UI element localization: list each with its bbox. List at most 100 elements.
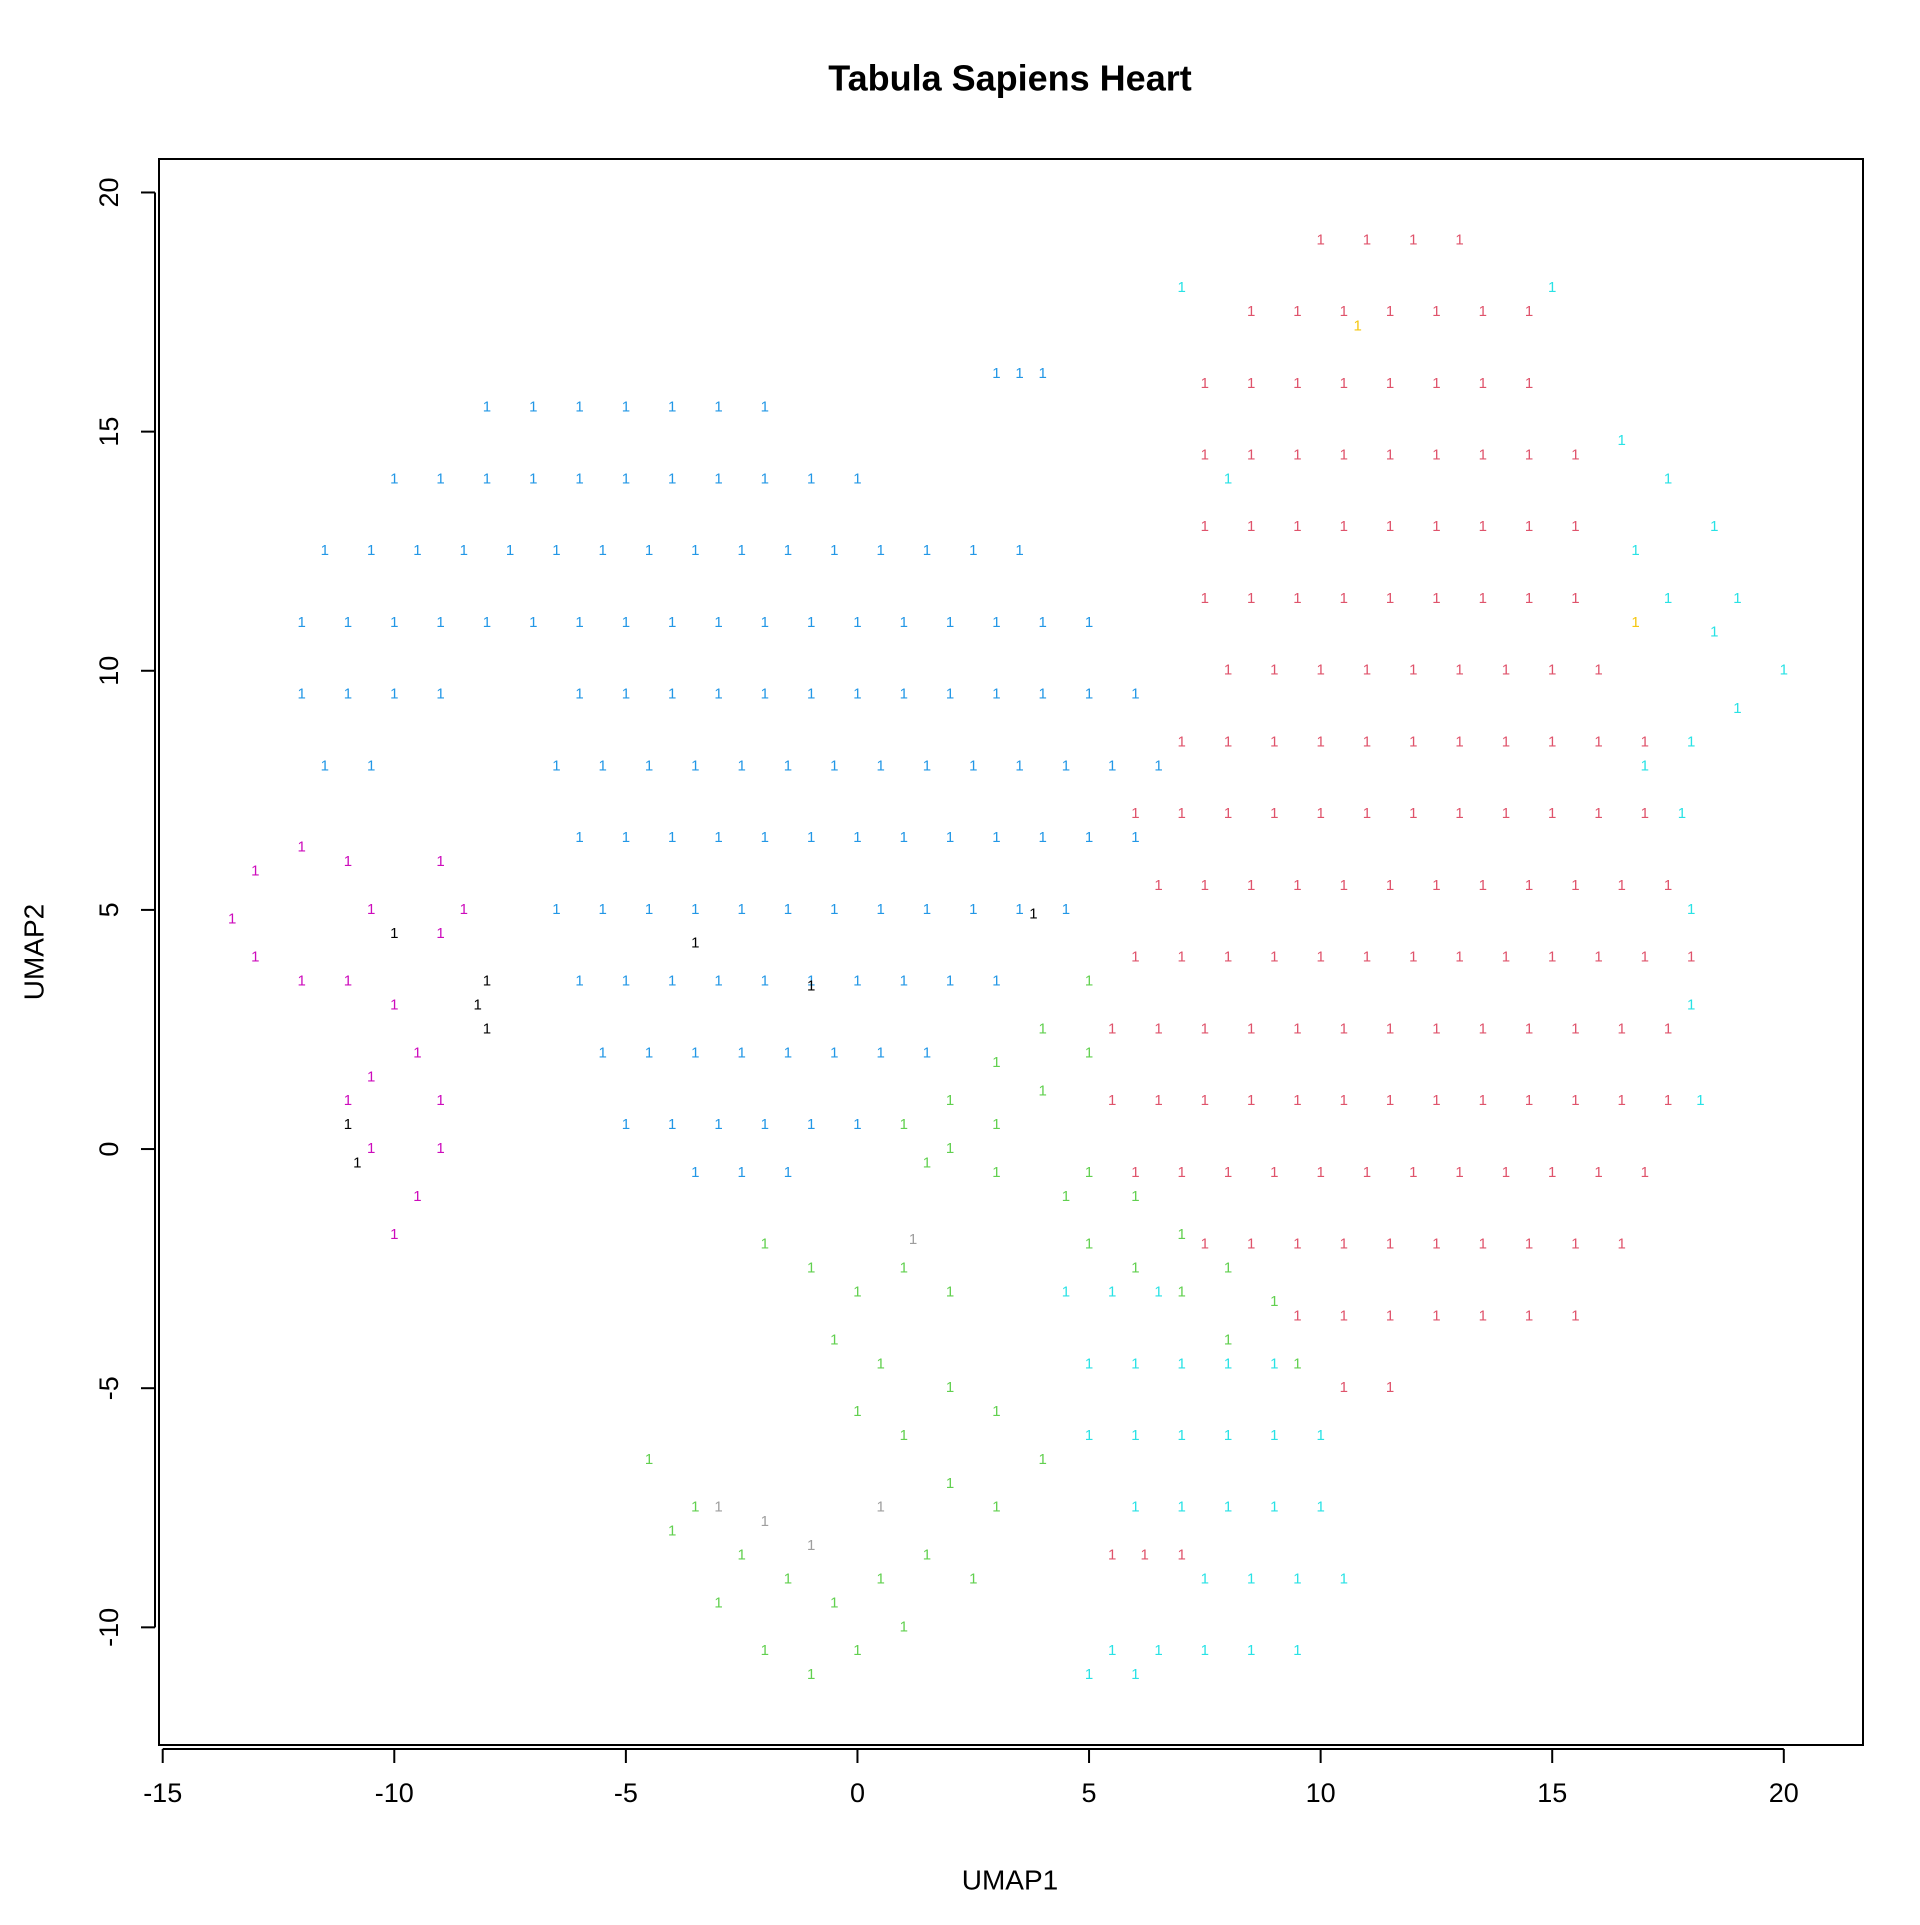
x-tick-label: 5 [1082,1778,1097,1808]
point: 1 [853,1403,861,1420]
point: 1 [1247,375,1255,392]
point: 1 [1108,757,1116,774]
point: 1 [1316,949,1324,966]
point: 1 [668,973,676,990]
point: 1 [923,757,931,774]
point: 1 [923,901,931,918]
point: 1 [1085,973,1093,990]
point: 1 [807,1116,815,1133]
point: 1 [1085,614,1093,631]
point: 1 [575,973,583,990]
point: 1 [1525,375,1533,392]
point: 1 [1618,432,1626,449]
point: 1 [946,1140,954,1157]
y-tick-label: -10 [94,1608,124,1647]
point: 1 [1178,1547,1186,1564]
point: 1 [1502,949,1510,966]
point: 1 [668,1116,676,1133]
point: 1 [1293,1236,1301,1253]
point: 1 [737,1547,745,1564]
point: 1 [830,1594,838,1611]
point: 1 [645,1451,653,1468]
point: 1 [1247,303,1255,320]
point: 1 [1733,590,1741,607]
point: 1 [321,542,329,559]
point: 1 [969,542,977,559]
point: 1 [1178,733,1186,750]
point: 1 [1062,1284,1070,1301]
point: 1 [1409,231,1417,248]
point: 1 [1386,447,1394,464]
point: 1 [344,853,352,870]
point: 1 [1039,614,1047,631]
point: 1 [1618,1236,1626,1253]
point: 1 [969,901,977,918]
point: 1 [1062,1188,1070,1205]
point: 1 [714,1594,722,1611]
point: 1 [1525,303,1533,320]
point: 1 [1039,829,1047,846]
point: 1 [1432,590,1440,607]
point: 1 [1432,518,1440,535]
point: 1 [599,901,607,918]
point: 1 [1154,1020,1162,1037]
point: 1 [1108,1284,1116,1301]
point: 1 [1316,805,1324,822]
point: 1 [1363,733,1371,750]
point: 1 [1340,590,1348,607]
point: 1 [1455,805,1463,822]
point: 1 [1455,949,1463,966]
point: 1 [367,1140,375,1157]
point: 1 [1664,877,1672,894]
point: 1 [1340,1379,1348,1396]
point: 1 [645,1044,653,1061]
point: 1 [1386,1379,1394,1396]
point: 1 [1409,733,1417,750]
point: 1 [1641,805,1649,822]
point: 1 [1154,877,1162,894]
point: 1 [1571,877,1579,894]
point: 1 [1131,1188,1139,1205]
point: 1 [1085,1236,1093,1253]
point: 1 [1479,590,1487,607]
point: 1 [1224,949,1232,966]
point: 1 [830,757,838,774]
point: 1 [473,997,481,1014]
point: 1 [622,1116,630,1133]
point: 1 [228,910,236,927]
point: 1 [946,1475,954,1492]
point: 1 [1710,518,1718,535]
point: 1 [1316,1427,1324,1444]
point: 1 [807,829,815,846]
point: 1 [1548,733,1556,750]
point: 1 [992,614,1000,631]
point: 1 [1479,1307,1487,1324]
point: 1 [1178,949,1186,966]
point: 1 [1201,1570,1209,1587]
point: 1 [992,1116,1000,1133]
point: 1 [344,1116,352,1133]
point: 1 [1363,949,1371,966]
point: 1 [436,686,444,703]
point: 1 [1354,317,1362,334]
point: 1 [1386,1092,1394,1109]
point: 1 [1571,1020,1579,1037]
point: 1 [853,1284,861,1301]
point: 1 [1224,662,1232,679]
point: 1 [436,1092,444,1109]
point: 1 [1340,375,1348,392]
point: 1 [1525,877,1533,894]
point: 1 [1131,1260,1139,1277]
point: 1 [483,973,491,990]
point: 1 [1548,805,1556,822]
point: 1 [853,973,861,990]
point: 1 [668,399,676,416]
x-tick-label: 0 [850,1778,865,1808]
x-tick-label: 10 [1306,1778,1336,1808]
point: 1 [1131,1355,1139,1372]
point: 1 [992,686,1000,703]
point: 1 [1432,877,1440,894]
point: 1 [575,686,583,703]
point: 1 [1548,1164,1556,1181]
point: 1 [1247,877,1255,894]
